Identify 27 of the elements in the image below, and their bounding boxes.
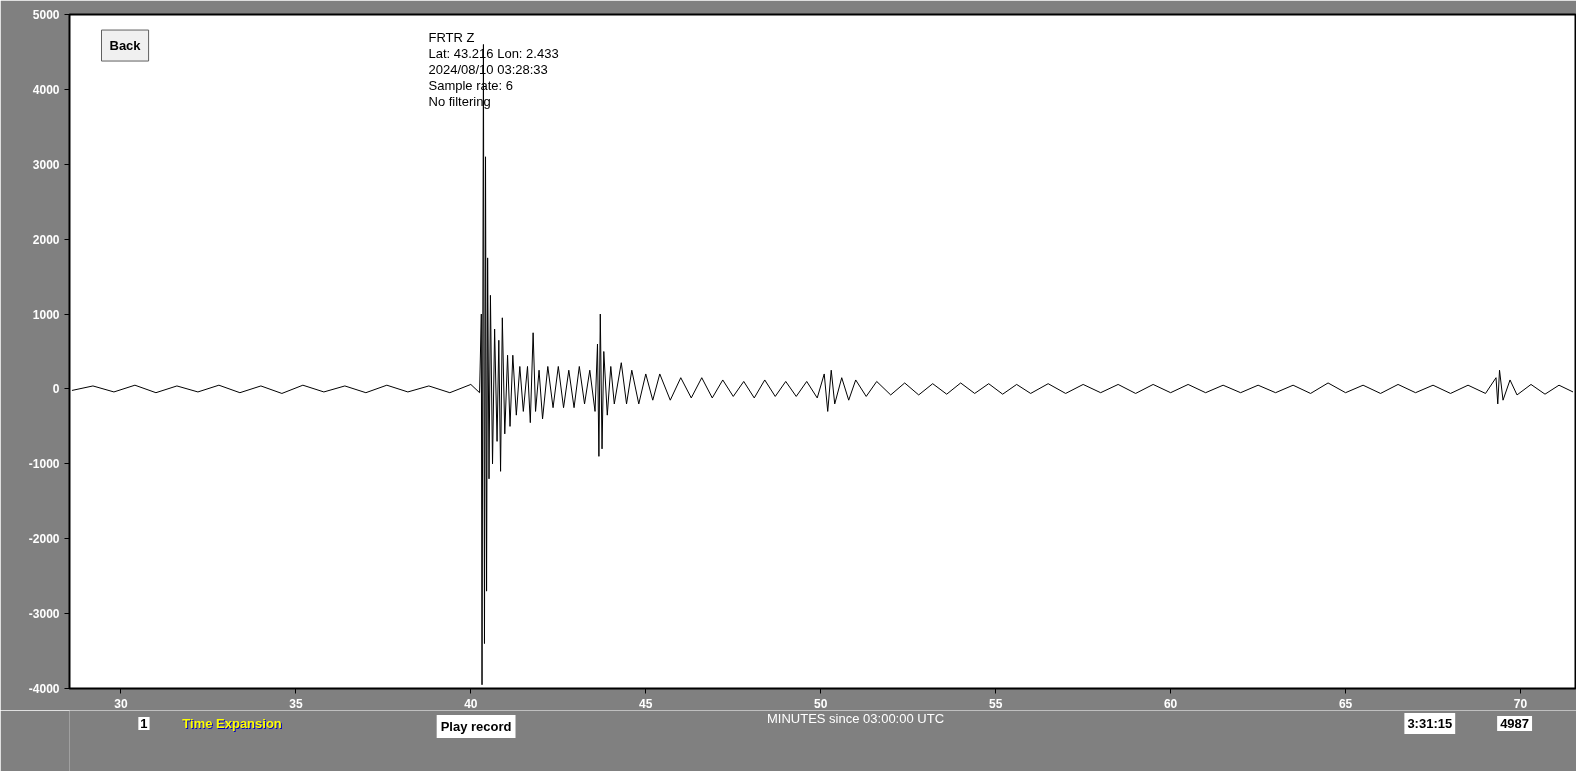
y-tick-label: 1000 bbox=[32, 307, 60, 322]
y-tick-label: 3000 bbox=[32, 157, 60, 172]
text: 4987 bbox=[1500, 716, 1530, 731]
y-tick-label: -3000 bbox=[28, 607, 60, 622]
x-tick-label: 60 bbox=[1163, 696, 1178, 711]
y-tick-label: 4000 bbox=[32, 82, 60, 97]
x-tick-label: 35 bbox=[289, 696, 303, 711]
y-tick-label: 0 bbox=[52, 382, 60, 397]
annotation: Back bbox=[109, 38, 142, 54]
x-tick-label: 30 bbox=[114, 696, 128, 711]
y-tick-label: 5000 bbox=[32, 8, 60, 22]
x-tick-label: 65 bbox=[1338, 696, 1353, 711]
x-tick-label: 50 bbox=[814, 696, 828, 711]
y-tick-label: 2000 bbox=[32, 232, 60, 247]
x-tick-label: 55 bbox=[989, 696, 1003, 711]
text: Time Expansion bbox=[182, 716, 282, 731]
text: 3:31:15 bbox=[1407, 716, 1453, 731]
x-tick-label: 40 bbox=[464, 696, 478, 711]
y-tick-label: -4000 bbox=[28, 682, 60, 696]
x-axis-title: MINUTES since 03:00:00 UTC bbox=[767, 711, 945, 726]
y-tick-label: -1000 bbox=[28, 457, 60, 472]
y-tick-label: -2000 bbox=[28, 532, 60, 547]
x-tick-label: 70 bbox=[1513, 696, 1528, 711]
text: Play record bbox=[440, 719, 512, 734]
text: 1 bbox=[140, 716, 148, 731]
annotation: FRTR Z bbox=[428, 30, 475, 46]
x-tick-label: 45 bbox=[639, 696, 653, 711]
